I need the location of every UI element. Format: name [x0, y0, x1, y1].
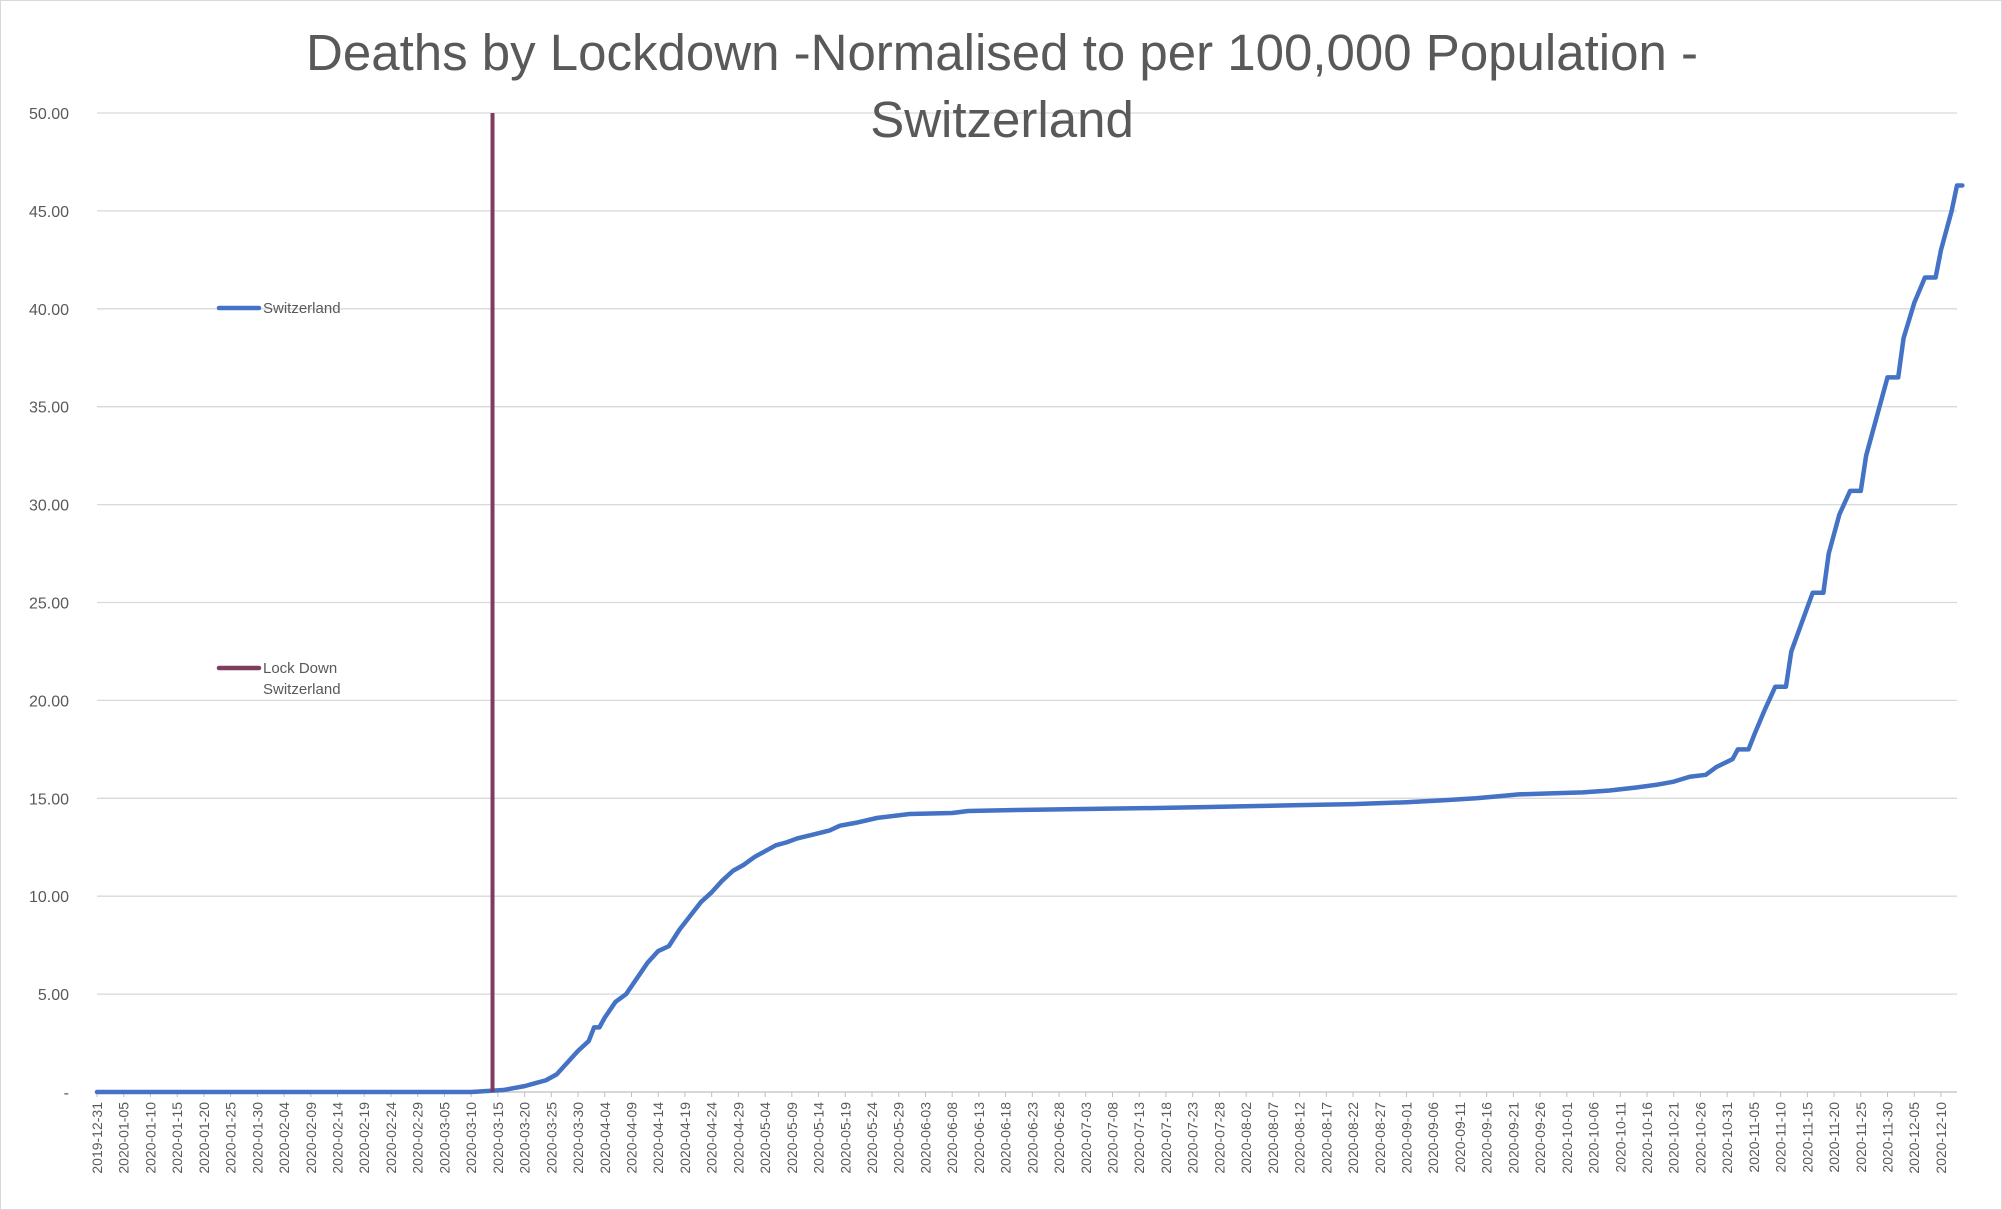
- y-axis-ticks: - 5.00 10.00 15.00 20.00 25.00 30.00 35.00 40.00…: [29, 106, 69, 1102]
- x-tick-label: 2020-10-11: [1612, 1102, 1628, 1173]
- x-tick-label: 2020-10-16: [1639, 1102, 1655, 1174]
- x-tick-label: 2020-01-15: [169, 1102, 185, 1174]
- x-tick-label: 2020-04-09: [623, 1102, 639, 1174]
- x-tick-label: 2020-04-24: [704, 1102, 720, 1174]
- series-layer: [94, 113, 1965, 1095]
- x-tick-label: 2020-09-01: [1398, 1102, 1414, 1174]
- x-tick-label: 2020-08-07: [1265, 1102, 1281, 1174]
- chart-title-line-1: Deaths by Lockdown -Normalised to per 10…: [306, 24, 1698, 81]
- x-tick-label: 2020-02-04: [276, 1102, 292, 1174]
- legend-label: Switzerland: [263, 300, 341, 317]
- x-tick-label: 2020-06-28: [1051, 1102, 1067, 1174]
- x-tick-label: 2020-03-20: [517, 1102, 533, 1174]
- x-tick-label: 2020-04-19: [677, 1102, 693, 1174]
- x-tick-label: 2020-09-21: [1505, 1102, 1521, 1174]
- y-tick-label: 40.00: [29, 302, 69, 319]
- y-tick-label: 25.00: [29, 596, 69, 613]
- x-tick-label: 2020-02-24: [383, 1102, 399, 1174]
- legend-label: Lock Down: [263, 660, 337, 677]
- x-tick-label: 2020-11-25: [1853, 1102, 1869, 1173]
- x-tick-label: 2020-02-29: [410, 1102, 426, 1174]
- x-tick-label: 2020-11-30: [1880, 1102, 1896, 1173]
- gridlines: [97, 112, 1957, 1093]
- x-tick-label: 2020-01-20: [196, 1102, 212, 1174]
- x-tick-label: 2020-10-31: [1719, 1102, 1735, 1174]
- x-tick-label: 2020-11-15: [1799, 1102, 1815, 1173]
- x-tick-label: 2020-05-04: [757, 1102, 773, 1174]
- x-tick-label: 2020-03-10: [463, 1102, 479, 1174]
- y-tick-label: 45.00: [29, 204, 69, 221]
- x-tick-label: 2020-05-14: [811, 1102, 827, 1174]
- x-tick-label: 2020-07-28: [1211, 1102, 1227, 1174]
- x-tick-label: 2020-07-13: [1131, 1102, 1147, 1174]
- x-tick-label: 2020-08-17: [1318, 1102, 1334, 1174]
- x-tick-label: 2020-08-12: [1292, 1102, 1308, 1174]
- chart-title: Deaths by Lockdown -Normalised to per 10…: [1, 19, 2002, 153]
- x-tick-label: 2020-12-10: [1933, 1102, 1949, 1174]
- x-tick-label: 2020-07-08: [1105, 1102, 1121, 1174]
- x-tick-label: 2020-08-27: [1372, 1102, 1388, 1174]
- x-tick-label: 2020-04-04: [597, 1102, 613, 1174]
- y-tick-label: 30.00: [29, 498, 69, 515]
- x-tick-label: 2020-05-09: [784, 1102, 800, 1174]
- x-tick-label: 2020-01-10: [142, 1102, 158, 1174]
- x-tick-label: 2020-07-18: [1158, 1102, 1174, 1174]
- x-tick-label: 2020-04-29: [730, 1102, 746, 1174]
- x-tick-label: 2020-06-08: [944, 1102, 960, 1174]
- y-tick-label: 20.00: [29, 693, 69, 710]
- x-tick-label: 2020-03-05: [436, 1102, 452, 1174]
- x-tick-label: 2020-10-21: [1666, 1102, 1682, 1174]
- legend-label: Switzerland: [263, 681, 341, 698]
- x-tick-label: 2020-06-18: [998, 1102, 1014, 1174]
- x-tick-label: 2020-10-26: [1692, 1102, 1708, 1174]
- x-tick-label: 2020-05-24: [864, 1102, 880, 1174]
- series-line-switzerland: [94, 183, 1965, 1095]
- x-tick-label: 2020-09-11: [1452, 1102, 1468, 1173]
- x-tick-label: 2020-11-20: [1826, 1102, 1842, 1173]
- y-tick-label: -: [64, 1085, 69, 1102]
- x-tick-label: 2020-06-13: [971, 1102, 987, 1174]
- legend: Switzerland Lock Down Switzerland: [216, 300, 341, 698]
- y-tick-label: 5.00: [38, 987, 69, 1004]
- x-tick-label: 2020-01-25: [223, 1102, 239, 1174]
- x-tick-label: 2020-10-01: [1559, 1102, 1575, 1174]
- x-tick-label: 2020-03-25: [543, 1102, 559, 1174]
- x-tick-label: 2020-12-05: [1906, 1102, 1922, 1174]
- x-tick-label: 2020-01-05: [116, 1102, 132, 1174]
- x-tick-label: 2020-01-30: [249, 1102, 265, 1174]
- x-tick-label: 2020-07-03: [1078, 1102, 1094, 1174]
- x-tick-label: 2020-11-05: [1746, 1102, 1762, 1173]
- x-tick-label: 2020-09-26: [1532, 1102, 1548, 1174]
- x-tick-label: 2020-03-15: [490, 1102, 506, 1174]
- x-tick-label: 2020-06-03: [917, 1102, 933, 1174]
- x-tick-label: 2020-02-19: [356, 1102, 372, 1174]
- x-tick-label: 2020-11-10: [1773, 1102, 1789, 1173]
- y-tick-label: 10.00: [29, 889, 69, 906]
- x-axis-ticks: 2019-12-31 2020-01-05 2020-01-10 2020-01-15…: [89, 1092, 1949, 1174]
- x-tick-label: 2020-05-19: [837, 1102, 853, 1174]
- x-tick-label: 2020-02-09: [303, 1102, 319, 1174]
- y-tick-label: 35.00: [29, 400, 69, 417]
- x-tick-label: 2020-10-06: [1586, 1102, 1602, 1174]
- x-tick-label: 2020-08-02: [1238, 1102, 1254, 1174]
- x-tick-label: 2020-08-22: [1345, 1102, 1361, 1174]
- x-tick-label: 2020-07-23: [1185, 1102, 1201, 1174]
- x-tick-label: 2020-05-29: [891, 1102, 907, 1174]
- chart-title-line-2: Switzerland: [870, 91, 1134, 148]
- y-tick-label: 15.00: [29, 791, 69, 808]
- x-tick-label: 2020-09-06: [1425, 1102, 1441, 1174]
- x-tick-label: 2020-06-23: [1024, 1102, 1040, 1174]
- x-tick-label: 2020-03-30: [570, 1102, 586, 1174]
- x-tick-label: 2020-04-14: [650, 1102, 666, 1174]
- x-tick-label: 2019-12-31: [89, 1102, 105, 1174]
- y-tick-label: 50.00: [29, 106, 69, 123]
- x-tick-label: 2020-02-14: [330, 1102, 346, 1174]
- x-tick-label: 2020-09-16: [1479, 1102, 1495, 1174]
